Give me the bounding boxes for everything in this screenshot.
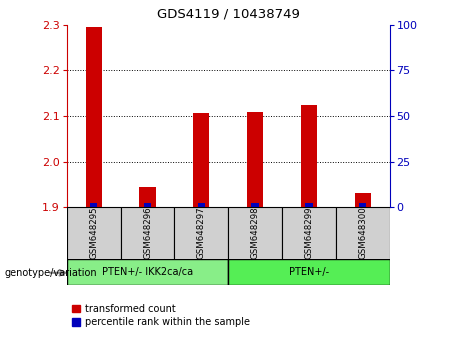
Text: GSM648298: GSM648298 [251, 206, 260, 259]
Bar [336, 207, 390, 260]
Bar [251, 204, 259, 207]
Bar [144, 204, 151, 207]
Legend: transformed count, percentile rank within the sample: transformed count, percentile rank withi… [72, 304, 250, 327]
Bar [228, 207, 282, 260]
Text: GSM648296: GSM648296 [143, 206, 152, 259]
Text: genotype/variation: genotype/variation [5, 268, 97, 278]
Bar [301, 104, 317, 207]
Bar [193, 113, 209, 207]
Bar [228, 259, 390, 285]
Bar [174, 207, 228, 260]
Bar [305, 204, 313, 207]
Text: GSM648297: GSM648297 [197, 206, 206, 259]
Bar [198, 204, 205, 207]
Bar [67, 259, 228, 285]
Title: GDS4119 / 10438749: GDS4119 / 10438749 [157, 8, 300, 21]
Bar [121, 207, 174, 260]
Bar [359, 204, 366, 207]
Bar [282, 207, 336, 260]
Bar [86, 27, 102, 207]
Text: GSM648300: GSM648300 [358, 206, 367, 259]
Text: PTEN+/-: PTEN+/- [289, 267, 329, 277]
Bar [139, 187, 155, 207]
Text: GSM648295: GSM648295 [89, 206, 98, 259]
Text: GSM648299: GSM648299 [304, 206, 313, 259]
Bar [247, 112, 263, 207]
Bar [67, 207, 121, 260]
Text: PTEN+/- IKK2ca/ca: PTEN+/- IKK2ca/ca [102, 267, 193, 277]
Bar [355, 193, 371, 207]
Bar [90, 204, 97, 207]
